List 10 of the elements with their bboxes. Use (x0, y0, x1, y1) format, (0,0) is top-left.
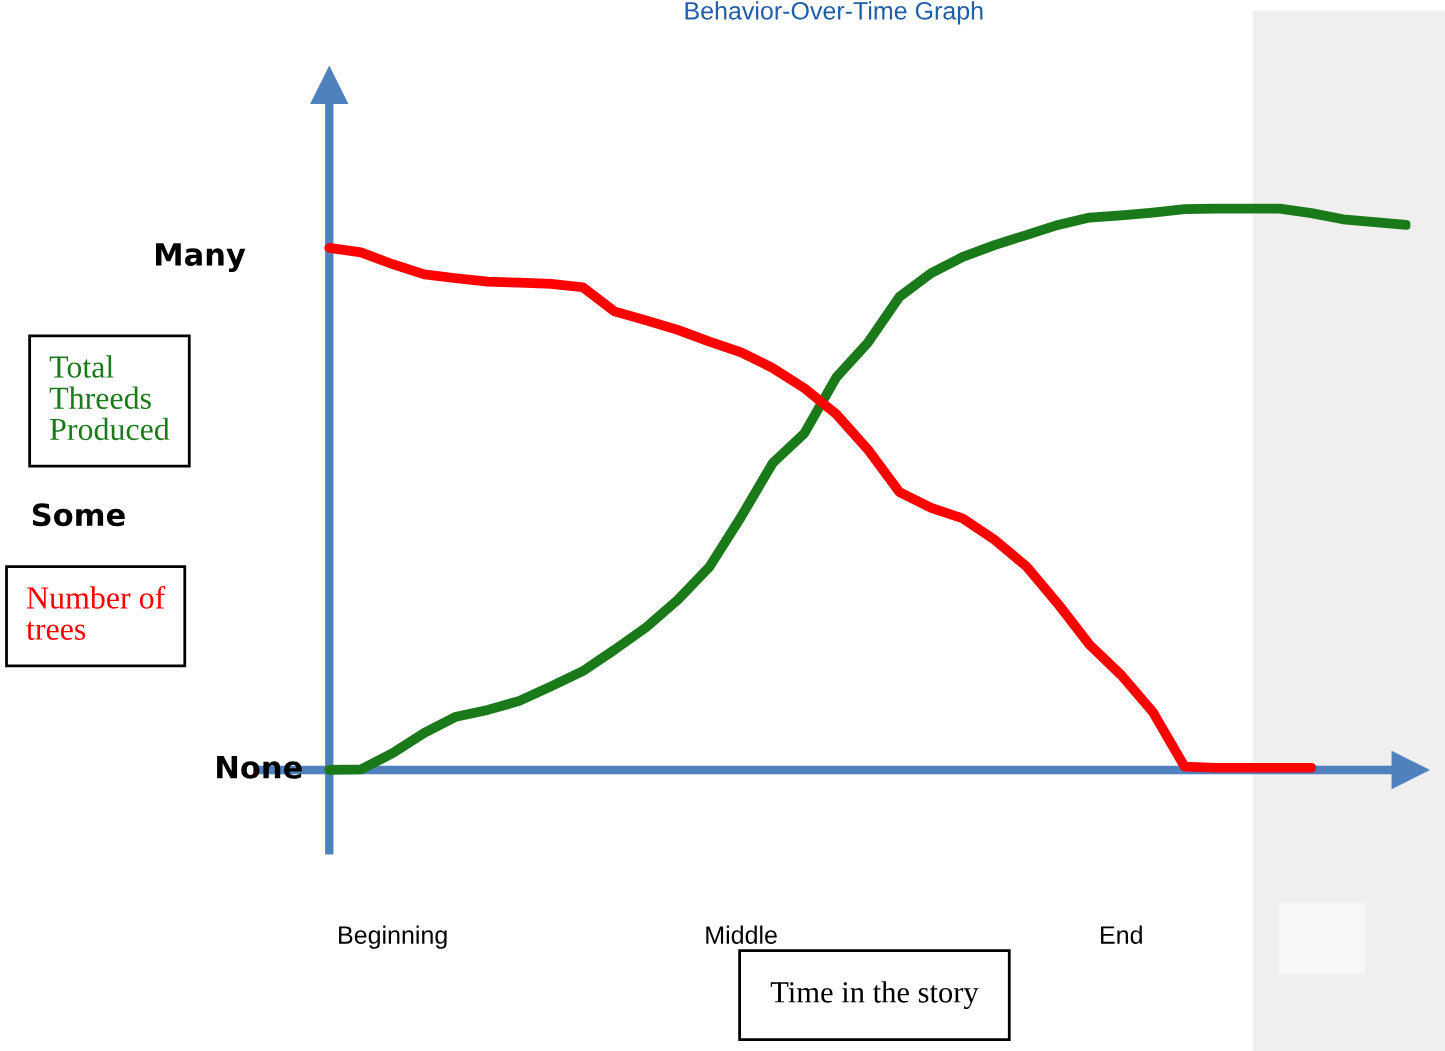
chart-title: Behavior-Over-Time Graph (685, 1, 983, 25)
text: None (217, 756, 302, 779)
x-tick-label: Beginning (339, 925, 447, 949)
x-axis-title: Time in the story (770, 981, 979, 1009)
text: Total Threeds Produced (49, 355, 170, 441)
text: Many (156, 243, 246, 273)
x-tick-label: End (1101, 925, 1142, 944)
x-tick-label: Middle (706, 925, 777, 944)
text: Some (32, 503, 125, 527)
text: Number of trees (26, 585, 166, 640)
